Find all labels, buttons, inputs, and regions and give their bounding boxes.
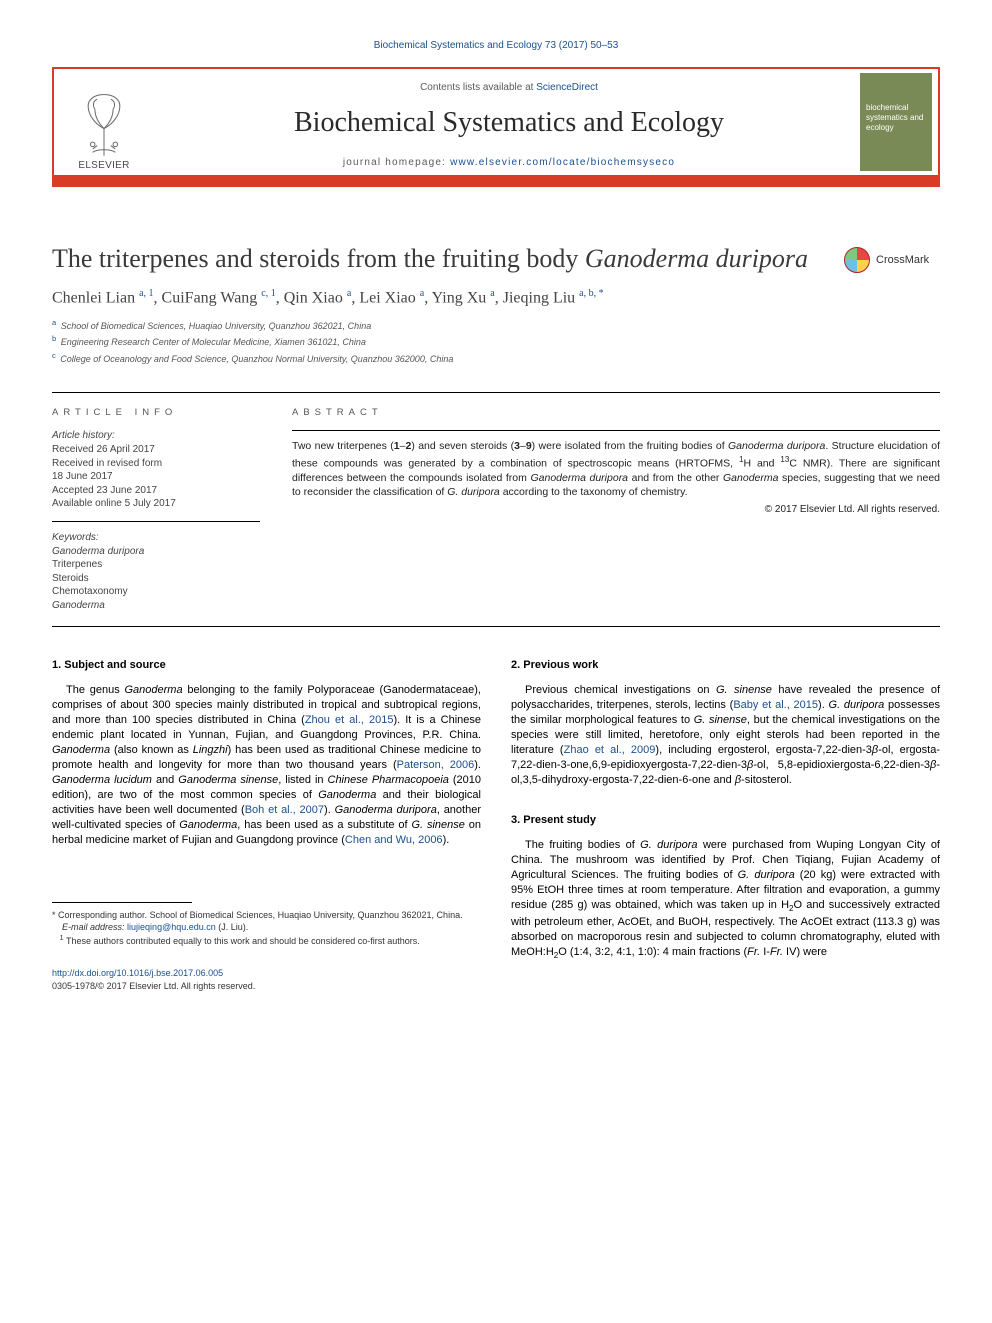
abstract-rule [292,430,940,431]
homepage-url[interactable]: www.elsevier.com/locate/biochemsyseco [450,157,675,168]
history-line-2: 18 June 2017 [52,470,260,484]
left-column: 1. Subject and source The genus Ganoderm… [52,659,481,992]
section-3-para: The fruiting bodies of G. duripora were … [511,838,940,962]
header-accent-bar [54,175,938,185]
journal-cover-thumb: biochemical systematics and ecology [860,73,932,171]
cover-text: biochemical systematics and ecology [866,103,923,132]
authors-line: Chenlei Lian a, 1, CuiFang Wang c, 1, Qi… [52,288,940,307]
section-2-para: Previous chemical investigations on G. s… [511,683,940,788]
right-column: 2. Previous work Previous chemical inves… [511,659,940,992]
elsevier-tree-icon [70,90,138,158]
footnote-equal: 1 These authors contributed equally to t… [52,933,481,947]
abstract-text: Two new triterpenes (1–2) and seven ster… [292,439,940,499]
journal-title: Biochemical Systematics and Ecology [158,107,860,139]
crossmark-label: CrossMark [876,254,929,266]
article-info-label: ARTICLE INFO [52,407,260,418]
affiliation-a: a School of Biomedical Sciences, Huaqiao… [52,317,940,334]
email-tail: (J. Liu). [216,922,249,932]
top-journal-ref: Biochemical Systematics and Ecology 73 (… [52,40,940,51]
section-1-head: 1. Subject and source [52,659,481,671]
crossmark-icon [844,247,870,273]
crossmark-widget[interactable]: CrossMark [844,247,940,273]
title-pre: The triterpenes and steroids from the fr… [52,244,585,273]
abstract-copyright: © 2017 Elsevier Ltd. All rights reserved… [292,504,940,515]
title-species: Ganoderma duripora [585,244,808,273]
section-3-head: 3. Present study [511,814,940,826]
body-top-rule [52,626,940,627]
journal-header-band: ELSEVIER Contents lists available at Sci… [52,67,940,187]
email-label: E-mail address: [62,922,127,932]
keywords-head: Keywords: [52,532,260,543]
footnote-rule [52,902,192,903]
keyword-4: Ganoderma [52,599,260,613]
affiliation-c: c College of Oceanology and Food Science… [52,350,940,367]
section-1-para: The genus Ganoderma belonging to the fam… [52,683,481,847]
meta-top-rule [52,392,940,393]
keyword-2: Steroids [52,572,260,586]
publisher-name: ELSEVIER [78,160,129,171]
keyword-3: Chemotaxonomy [52,585,260,599]
section-2-head: 2. Previous work [511,659,940,671]
affiliations-block: a School of Biomedical Sciences, Huaqiao… [52,317,940,367]
history-head: Article history: [52,430,260,441]
footer-info: http://dx.doi.org/10.1016/j.bse.2017.06.… [52,967,481,992]
affiliation-b: b Engineering Research Center of Molecul… [52,333,940,350]
contents-available-line: Contents lists available at ScienceDirec… [158,82,860,93]
history-line-3: Accepted 23 June 2017 [52,484,260,498]
contents-available-label: Contents lists available at [420,82,536,93]
abstract-label: ABSTRACT [292,407,940,418]
doi-link[interactable]: http://dx.doi.org/10.1016/j.bse.2017.06.… [52,968,223,978]
sciencedirect-link[interactable]: ScienceDirect [536,82,598,93]
publisher-logo: ELSEVIER [60,73,148,171]
history-line-1: Received in revised form [52,457,260,471]
issn-line: 0305-1978/© 2017 Elsevier Ltd. All right… [52,981,255,991]
footnote-email: E-mail address: liujieqing@hqu.edu.cn (J… [52,921,481,933]
homepage-label: journal homepage: [343,157,450,168]
history-line-0: Received 26 April 2017 [52,443,260,457]
keyword-1: Triterpenes [52,558,260,572]
article-title: The triterpenes and steroids from the fr… [52,243,824,276]
keyword-0: Ganoderma duripora [52,545,260,559]
email-link[interactable]: liujieqing@hqu.edu.cn [127,922,216,932]
footnote-corresponding: * Corresponding author. School of Biomed… [52,909,481,921]
journal-homepage-line: journal homepage: www.elsevier.com/locat… [158,157,860,168]
history-line-4: Available online 5 July 2017 [52,497,260,511]
